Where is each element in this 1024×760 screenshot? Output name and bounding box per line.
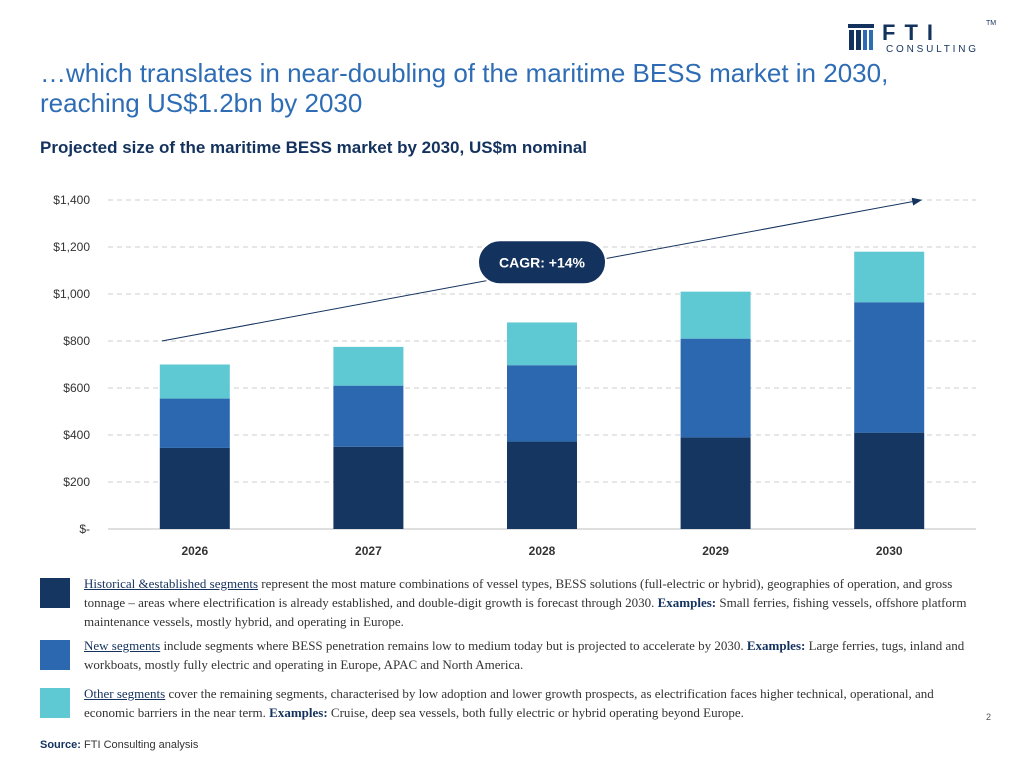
bar-segment xyxy=(854,302,925,433)
x-tick-label: 2028 xyxy=(529,544,556,558)
legend-examples-historical: Small ferries, fishing vessels, offshore… xyxy=(84,595,967,629)
bar-segment xyxy=(507,365,577,442)
legend-examples-label-historical: Examples: xyxy=(657,595,717,610)
bar-segment xyxy=(507,441,577,529)
source-text: FTI Consulting analysis xyxy=(84,739,199,751)
legend-name-other: Other segments xyxy=(84,686,166,701)
y-tick-label: $1,200 xyxy=(53,240,90,254)
legend-desc-historical: represent the most mature combinations o… xyxy=(84,576,953,610)
source-note: Source: FTI Consulting analysis xyxy=(40,739,198,751)
y-tick-label: $400 xyxy=(63,428,90,442)
x-tick-label: 2029 xyxy=(702,544,729,558)
page-number: 2 xyxy=(986,712,992,722)
legend-examples-other: Cruise, deep sea vessels, both fully ele… xyxy=(330,705,744,720)
y-tick-label: $1,400 xyxy=(53,193,90,207)
x-tick-label: 2026 xyxy=(181,544,208,558)
bar-segment xyxy=(333,346,404,386)
bar-segment xyxy=(854,251,925,303)
bar-segment xyxy=(159,447,230,529)
logo-wordmark: FTI xyxy=(882,20,942,45)
legend-desc-new: include segments where BESS penetration … xyxy=(163,638,744,653)
legend-swatch-new xyxy=(40,640,70,670)
bar-segment xyxy=(680,291,751,339)
y-tick-label: $800 xyxy=(63,334,90,348)
building-columns-icon xyxy=(848,24,874,50)
legend-name-new: New segments xyxy=(84,638,161,653)
legend-examples-label-new: Examples: xyxy=(746,638,806,653)
source-label: Source: xyxy=(40,739,81,751)
bar-segment xyxy=(507,322,577,366)
cagr-label: CAGR: +14% xyxy=(499,254,586,270)
stacked-bar-chart: $- $200 $400 $600 $800 $1,000 $1,200 $1,400 2026… xyxy=(53,193,976,558)
company-logo: FTI TM CONSULTING xyxy=(846,20,996,60)
y-tick-label: $1,000 xyxy=(53,287,90,301)
legend-swatch-historical xyxy=(40,578,70,608)
y-tick-label: $- xyxy=(79,522,90,536)
legend-desc-other: cover the remaining segments, characteri… xyxy=(84,686,934,720)
bar-segment xyxy=(159,398,230,448)
legend-name-historical: Historical &established segments xyxy=(84,576,259,591)
bar-segment xyxy=(333,446,404,529)
bar-segment xyxy=(333,385,404,447)
x-tick-label: 2030 xyxy=(876,544,903,558)
logo-trademark: TM xyxy=(986,20,997,27)
y-tick-label: $200 xyxy=(63,475,90,489)
logo-subtitle: CONSULTING xyxy=(886,44,979,55)
bar-segment xyxy=(159,364,230,399)
bar-segment xyxy=(680,437,751,529)
bar-segment xyxy=(854,432,925,529)
legend-examples-new: Large ferries, tugs, inland and workboat… xyxy=(84,638,965,672)
legend-examples-label-other: Examples: xyxy=(269,705,328,720)
bar-segment xyxy=(680,338,751,438)
legend-swatch-other xyxy=(40,688,70,718)
cagr-badge xyxy=(477,239,607,286)
y-tick-label: $600 xyxy=(63,381,90,395)
chart-title: Projected size of the maritime BESS mark… xyxy=(40,138,588,157)
x-tick-label: 2027 xyxy=(355,544,382,558)
page-title: …which translates in near-doubling of th… xyxy=(40,58,889,118)
